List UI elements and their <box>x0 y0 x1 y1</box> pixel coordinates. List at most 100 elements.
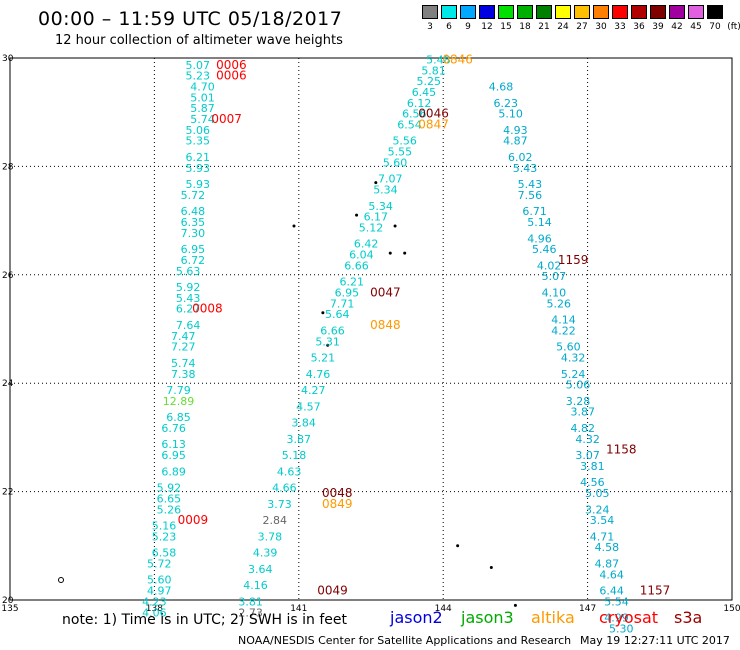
swh-pass-1159-40: 5.30 <box>609 623 634 636</box>
island-8 <box>456 544 460 548</box>
swh-pass-0006-12: 6.48 <box>181 205 206 218</box>
swh-pass-0046-34: 2.84 <box>262 514 287 527</box>
scale-label-12: 12 <box>481 22 493 32</box>
swh-pass-0046-30: 5.18 <box>282 449 307 462</box>
pass-time-10: 0847 <box>418 117 449 131</box>
scale-label-21: 21 <box>538 22 550 32</box>
swh-pass-1159-23: 3.28 <box>566 395 591 408</box>
swh-pass-0046-36: 4.39 <box>253 547 278 560</box>
pass-time-2: 0007 <box>211 112 242 126</box>
scale-swatch-39 <box>650 5 666 19</box>
swh-pass-1159-29: 4.56 <box>580 476 605 489</box>
swh-pass-0006-3: 5.01 <box>190 91 215 104</box>
pass-time-5: 0046 <box>418 107 449 121</box>
swh-pass-0046-16: 6.04 <box>349 249 374 262</box>
footer-note: note: 1) Time is in UTC; 2) SWH is in fe… <box>62 612 348 628</box>
swh-pass-0006-31: 6.95 <box>161 449 186 462</box>
scale-swatch-36 <box>631 5 647 19</box>
swh-pass-0046-32: 4.66 <box>272 482 297 495</box>
swh-pass-0006-16: 6.72 <box>181 254 206 267</box>
legend-jason3: jason3 <box>461 608 514 627</box>
swh-pass-0006-6: 5.06 <box>185 124 210 137</box>
swh-pass-0046-15: 6.42 <box>354 238 379 251</box>
swh-pass-0046-4: 6.12 <box>407 97 432 110</box>
pass-time-0: 0006 <box>216 58 247 72</box>
swh-pass-0046-33: 3.73 <box>267 498 292 511</box>
scale-swatch-33 <box>612 5 628 19</box>
scale-label-70: 70 <box>709 22 721 32</box>
map-frame <box>9 57 733 601</box>
lat-tick-24: 24 <box>2 379 14 389</box>
swh-pass-0006-30: 6.13 <box>161 438 186 451</box>
swh-pass-0006-27: 12.89 <box>163 395 195 408</box>
scale-label-27: 27 <box>576 22 588 32</box>
swh-pass-0046-23: 5.31 <box>315 335 340 348</box>
pass-time-13: 1159 <box>558 253 589 267</box>
swh-pass-0006-42: 4.23 <box>142 595 167 608</box>
pass-time-4: 0009 <box>178 513 209 527</box>
swh-pass-1159-24: 3.87 <box>571 406 596 419</box>
swh-pass-0046-24: 5.21 <box>311 352 336 365</box>
swh-pass-1159-39: 4.99 <box>604 612 629 625</box>
swh-pass-0006-40: 5.60 <box>147 574 172 587</box>
swh-pass-1159-18: 4.22 <box>551 324 576 337</box>
pass-time-1: 0006 <box>216 69 247 83</box>
swh-pass-1159-25: 4.82 <box>571 422 596 435</box>
swh-pass-1159-33: 4.71 <box>590 530 615 543</box>
swh-pass-0006-2: 4.70 <box>190 81 215 94</box>
swh-pass-0046-18: 6.21 <box>339 276 364 289</box>
swh-pass-0046-31: 4.63 <box>277 465 302 478</box>
swh-pass-0006-18: 5.92 <box>176 281 201 294</box>
swh-pass-0006-14: 7.30 <box>181 227 206 240</box>
swh-pass-1159-22: 5.06 <box>566 379 591 392</box>
scale-unit: (ft) <box>727 22 740 32</box>
swh-pass-0006-8: 6.21 <box>185 151 210 164</box>
swh-pass-0006-21: 7.64 <box>176 319 201 332</box>
swh-pass-1159-38: 5.54 <box>604 595 629 608</box>
swh-pass-0046-10: 7.07 <box>378 173 403 186</box>
swh-pass-0046-14: 5.12 <box>359 221 384 234</box>
swh-pass-0046-27: 4.57 <box>296 400 321 413</box>
legend-jason2: jason2 <box>390 608 443 627</box>
scale-swatch-70 <box>707 5 723 19</box>
scale-label-33: 33 <box>614 22 626 32</box>
swh-pass-0006-1: 5.23 <box>185 70 210 83</box>
swh-pass-0046-28: 3.84 <box>291 417 316 430</box>
swh-pass-0006-10: 5.93 <box>185 178 210 191</box>
lat-tick-28: 28 <box>2 162 14 172</box>
scale-swatch-18 <box>517 5 533 19</box>
swh-pass-0006-39: 5.72 <box>147 557 172 570</box>
swh-pass-0006-7: 5.35 <box>185 135 210 148</box>
island-5 <box>292 224 296 228</box>
pass-time-6: 0047 <box>370 285 401 299</box>
swh-pass-0046-25: 4.76 <box>306 368 331 381</box>
swh-pass-0006-15: 6.95 <box>181 243 206 256</box>
swh-pass-1159-10: 5.14 <box>527 216 552 229</box>
scale-label-18: 18 <box>519 22 531 32</box>
swh-pass-1159-37: 6.44 <box>599 585 624 598</box>
scale-label-3: 3 <box>427 22 433 32</box>
legend-cryosat: cryosat <box>599 608 659 627</box>
swh-pass-0046-0: 5.48 <box>426 53 451 66</box>
swh-pass-0046-21: 5.64 <box>325 308 350 321</box>
lon-tick-141: 141 <box>290 604 307 614</box>
lat-tick-20: 20 <box>2 596 14 606</box>
swh-pass-0046-8: 5.55 <box>388 146 413 159</box>
lon-tick-138: 138 <box>146 604 163 614</box>
swh-pass-0046-40: 2.73 <box>238 606 263 619</box>
scale-label-39: 39 <box>652 22 664 32</box>
swh-pass-0006-25: 7.38 <box>171 368 196 381</box>
island-4 <box>403 251 407 255</box>
scale-swatch-9 <box>460 5 476 19</box>
pass-time-15: 1157 <box>640 584 671 598</box>
swh-pass-0046-3: 6.45 <box>412 86 437 99</box>
swh-pass-0046-20: 7.71 <box>330 297 355 310</box>
pass-time-12: 0849 <box>322 497 353 511</box>
swh-pass-1159-9: 6.71 <box>522 205 547 218</box>
generated-timestamp: May 19 12:27:11 UTC 2017 <box>580 634 730 647</box>
swh-pass-1159-1: 6.23 <box>494 97 519 110</box>
scale-label-9: 9 <box>465 22 471 32</box>
swh-pass-1159-6: 5.43 <box>513 162 538 175</box>
island-7 <box>326 343 330 347</box>
scale-swatch-21 <box>536 5 552 19</box>
